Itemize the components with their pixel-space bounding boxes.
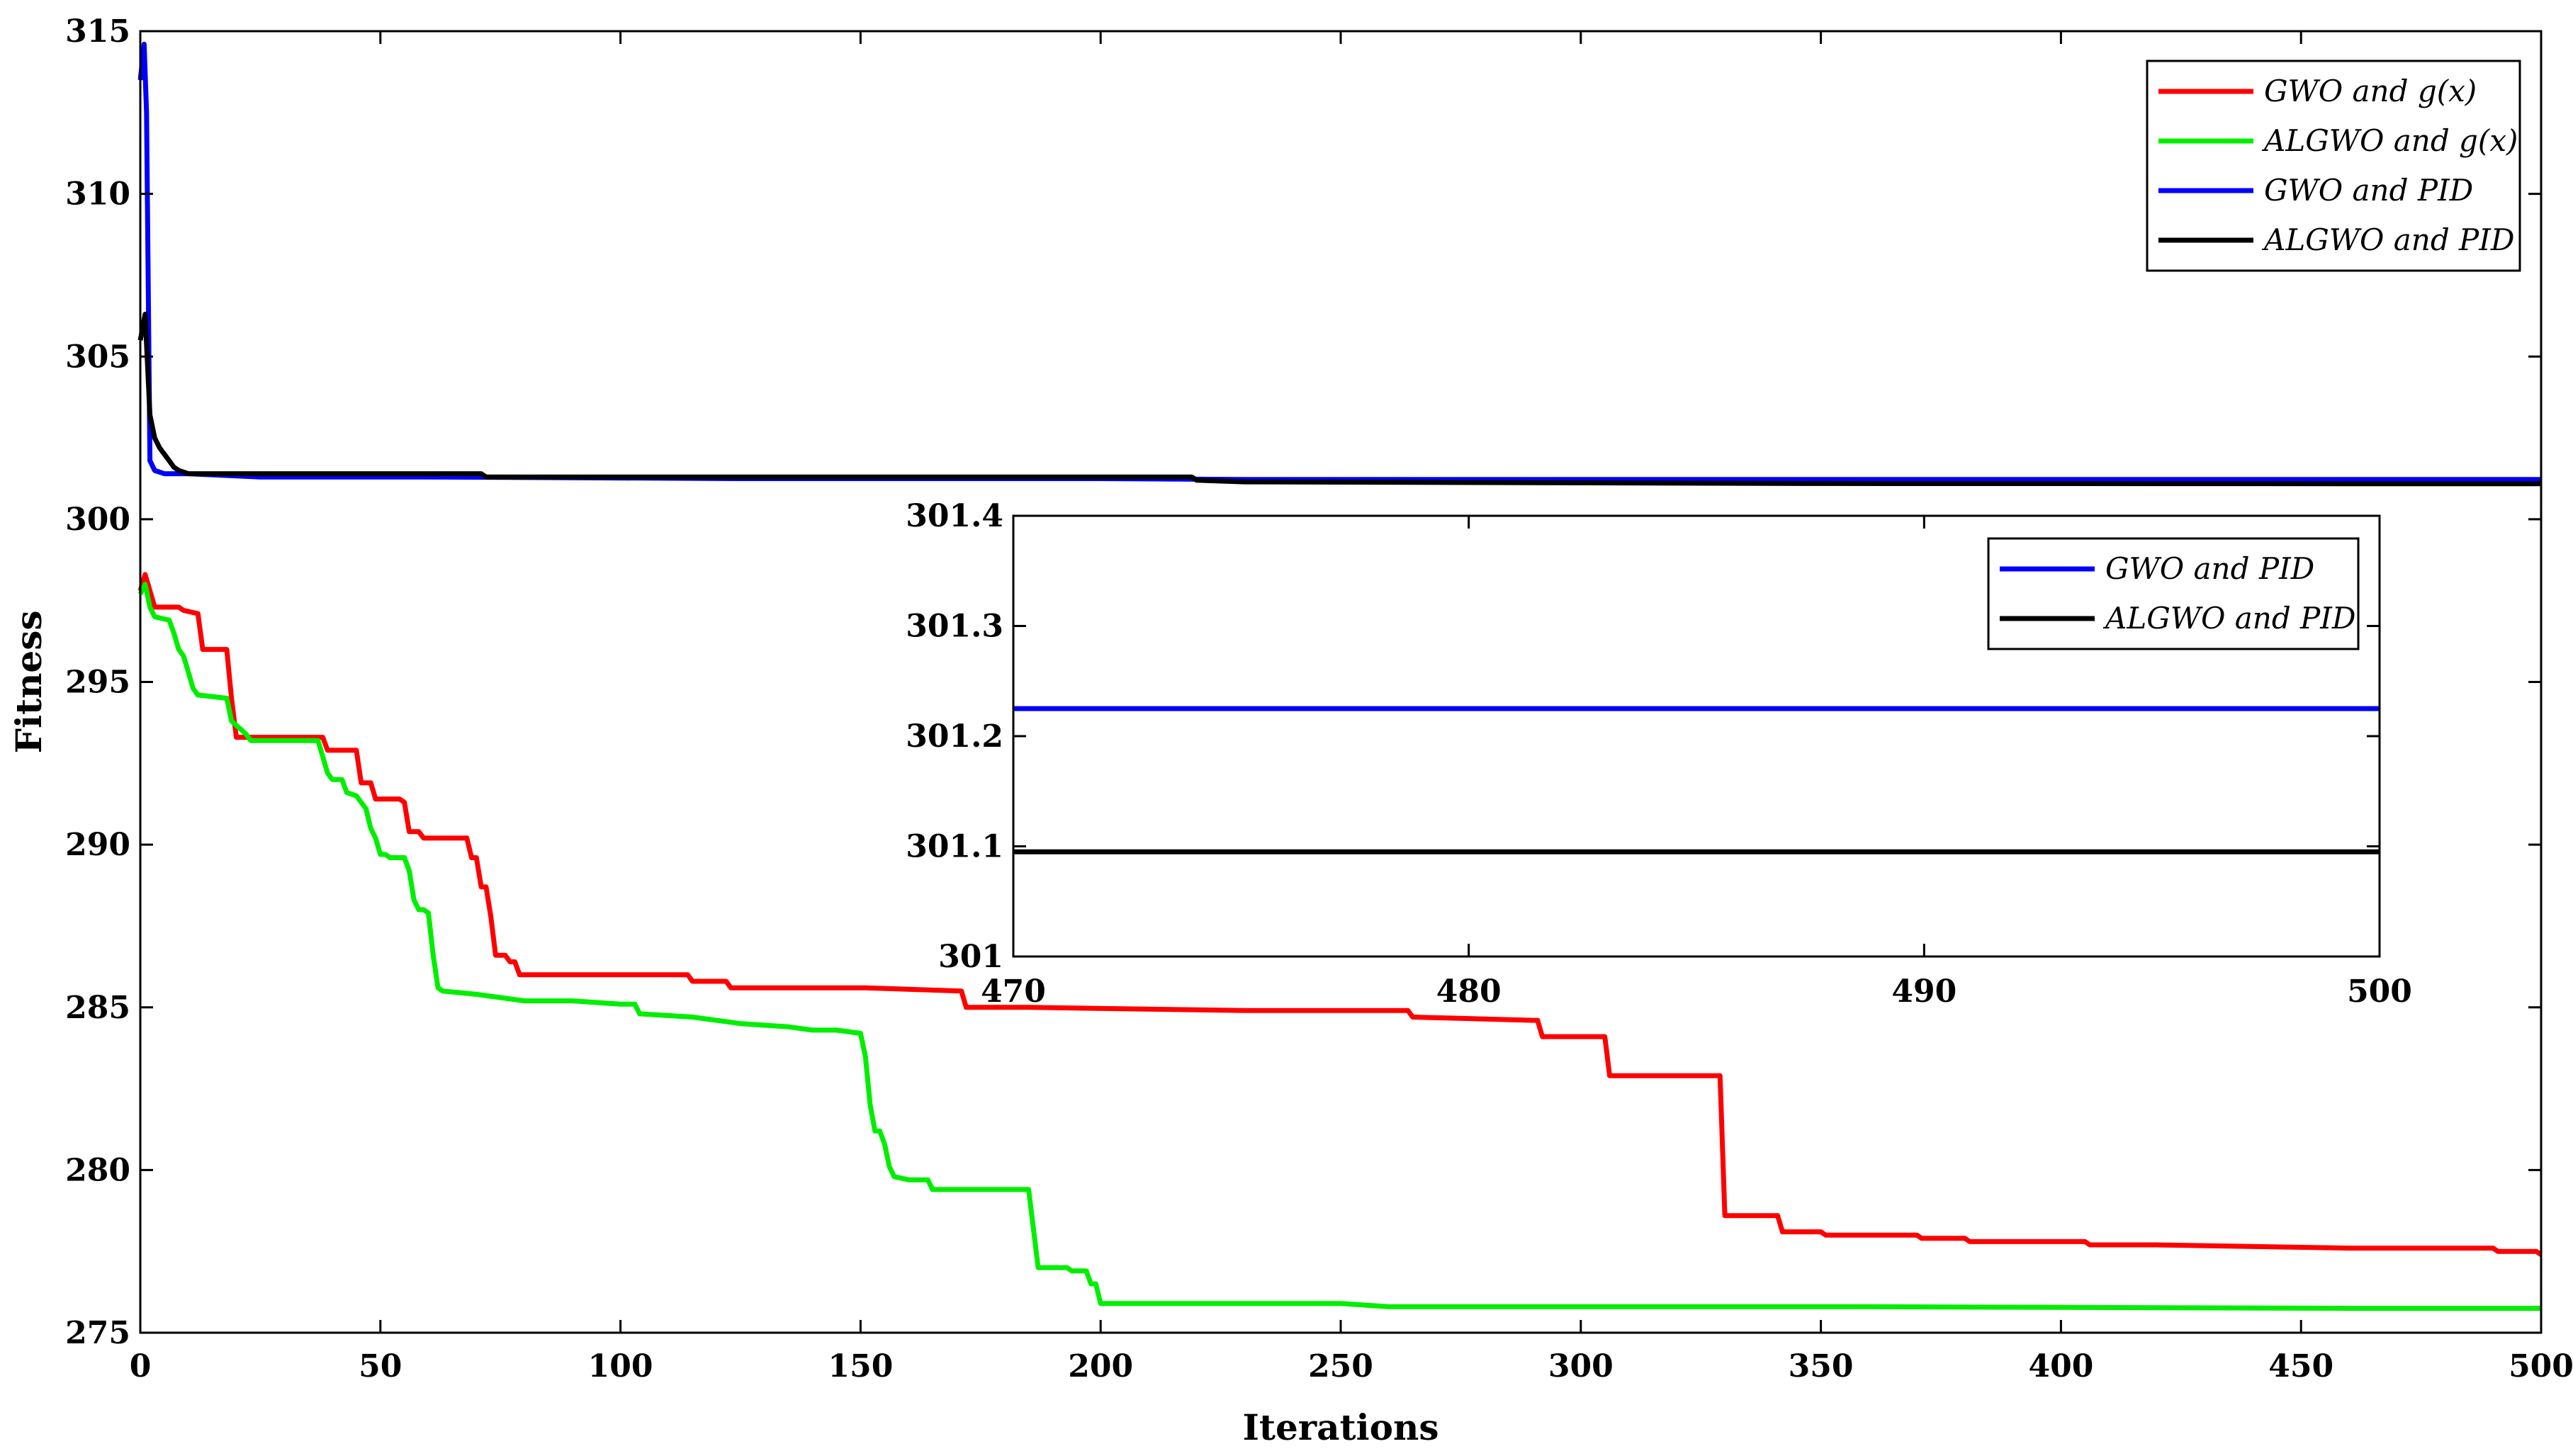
inset-y-tick-label-5: 301.4 [906, 498, 1003, 534]
inset-x-tick-label-3: 490 [1891, 974, 1957, 1010]
main-y-tick-label-7: 305 [65, 339, 130, 375]
inset-legend-box [1987, 537, 2360, 650]
main-y-tick-label-9: 315 [65, 13, 130, 50]
inset-y-tick-label-3: 301.2 [906, 718, 1003, 755]
main-y-tick-label-4: 290 [65, 827, 130, 863]
main-x-tick-label-3: 100 [588, 1348, 653, 1384]
main-series-group [137, 41, 2543, 1311]
main-y-tick-label-6: 300 [65, 502, 130, 538]
main-legend-label-3: GWO and PID [2264, 173, 2473, 208]
main-series-line-4 [137, 312, 2542, 487]
main-x-tick-label-9: 400 [2028, 1348, 2093, 1384]
main-y-tick-label-3: 285 [65, 990, 130, 1026]
inset-x-tick-label-2: 480 [1436, 974, 1502, 1010]
inset-x-tick-label-1: 470 [981, 974, 1046, 1010]
main-series-line-2 [137, 582, 2541, 1311]
inset-x-ticks: 470 480 490 500 [981, 516, 2412, 1010]
main-legend-box [2146, 60, 2521, 272]
x-axis-label: Iterations [1243, 1406, 1439, 1448]
inset-legend: GWO and PID ALGWO and PID [1987, 537, 2360, 650]
inset-x-tick-label-4: 500 [2347, 974, 2412, 1010]
main-x-tick-label-11: 500 [2509, 1348, 2573, 1384]
main-x-tick-label-4: 150 [828, 1348, 893, 1384]
main-x-tick-label-7: 300 [1548, 1348, 1614, 1384]
main-legend-label-1: GWO and g(x) [2264, 74, 2477, 108]
main-x-tick-label-5: 200 [1068, 1348, 1133, 1384]
inset-y-ticks: 301 301.1 301.2 301.3 301.4 [906, 498, 2380, 975]
main-x-ticks: 0 50 100 150 200 250 300 350 400 450 500 [130, 31, 2573, 1384]
main-x-tick-label-1: 0 [130, 1348, 152, 1384]
main-y-tick-label-8: 310 [65, 176, 130, 213]
inset-y-tick-label-1: 301 [938, 939, 1003, 975]
main-legend: GWO and g(x) ALGWO and g(x) GWO and PID ALG… [2146, 60, 2521, 272]
inset-legend-label-2: ALGWO and PID [2102, 601, 2356, 636]
main-chart: 0 50 100 150 200 250 300 350 400 450 500 275 280 285… [8, 13, 2573, 1448]
main-x-tick-label-2: 50 [359, 1348, 402, 1384]
inset-legend-label-1: GWO and PID [2105, 551, 2314, 586]
inset-y-tick-label-2: 301.1 [906, 829, 1003, 865]
inset-chart: 470 480 490 500 301 301.1 301.2 301.3 301.4 GWO… [906, 498, 2412, 1010]
main-y-tick-label-1: 275 [65, 1315, 130, 1351]
y-axis-label: Fitness [8, 610, 50, 753]
main-y-tick-label-2: 280 [65, 1152, 130, 1188]
inset-series-group [1013, 706, 2380, 854]
main-series-line-1 [137, 572, 2543, 1257]
main-y-ticks: 275 280 285 290 295 300 305 310 315 [65, 13, 2541, 1351]
main-legend-label-2: ALGWO and g(x) [2261, 123, 2518, 158]
main-x-tick-label-6: 250 [1308, 1348, 1373, 1384]
main-x-tick-label-10: 450 [2268, 1348, 2333, 1384]
main-legend-label-4: ALGWO and PID [2261, 222, 2515, 257]
inset-y-tick-label-4: 301.3 [906, 609, 1003, 645]
main-y-tick-label-5: 295 [65, 665, 130, 701]
main-x-tick-label-8: 350 [1789, 1348, 1854, 1384]
